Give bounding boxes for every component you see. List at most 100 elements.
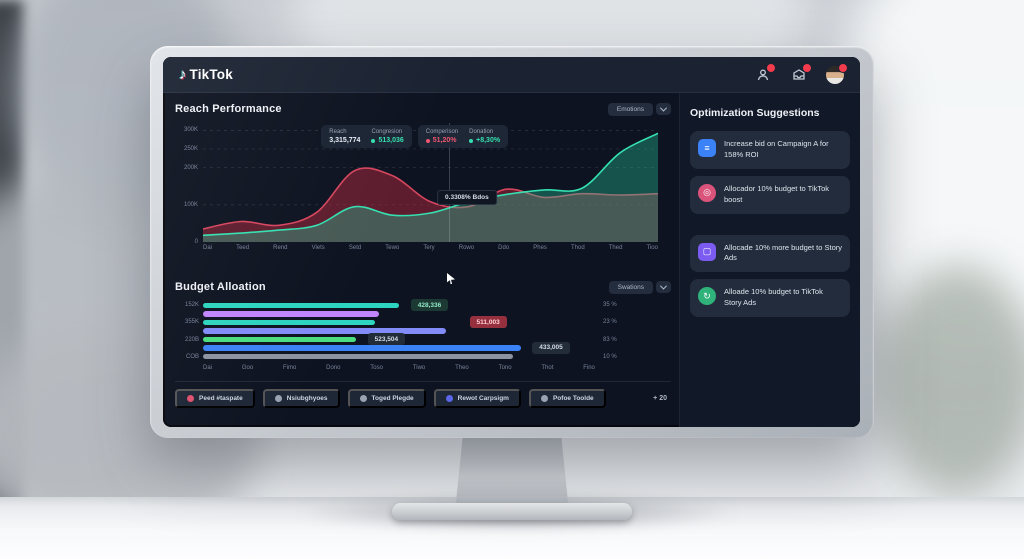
y-tick-label: 200K (183, 164, 198, 171)
x-tick-label: Dai (203, 245, 213, 251)
x-tick-label: Theo (455, 365, 469, 371)
badge-dot-icon (540, 395, 548, 402)
notification-badge (838, 62, 848, 73)
background-plant (878, 265, 1024, 495)
Comperison-area (203, 168, 658, 242)
legend-label: Congresion (371, 129, 403, 135)
x-tick-label: Tioo (646, 245, 658, 251)
top-navbar: ♪ TikTok (163, 57, 860, 93)
target-icon: ◎ (698, 183, 716, 202)
x-tick-label: Toso (370, 365, 383, 371)
suggestion-list: ≡ Increase bid on Campaign A for 158% ROI… (690, 131, 850, 317)
contacts-icon[interactable] (754, 62, 776, 84)
x-tick-label: Phes (533, 245, 547, 251)
x-tick-label: Ddo (498, 245, 510, 251)
y-tick-label: 0 (194, 239, 198, 245)
budget-bar[interactable] (203, 311, 380, 317)
budget-bar-row: 511,003 (203, 316, 595, 329)
navbar-actions (736, 62, 848, 84)
suggestion-card[interactable]: ≡ Increase bid on Campaign A for 158% ROI (690, 131, 850, 169)
y-tick-label: 100K (183, 201, 198, 208)
legend-cell: Donation +8,30% (469, 129, 500, 144)
filter-button[interactable]: Nsiubghyoes (262, 389, 340, 408)
legend-value-text: 51,20% (432, 137, 457, 144)
x-tick-label: Fino (583, 365, 595, 371)
hashtag-dot-icon (187, 395, 194, 402)
x-tick-label: Fimo (282, 365, 297, 371)
budget-bar[interactable] (203, 319, 376, 325)
budget-bars[interactable]: 428,336 511,003 523,504 433,005 (203, 299, 595, 361)
budget-right-label: 10 % (603, 353, 617, 360)
x-tick-label: Viets (311, 245, 325, 251)
budget-bar[interactable] (203, 336, 356, 342)
frame-icon: ▢ (698, 242, 716, 261)
legend-value: 3,315,774 (329, 137, 360, 144)
filter-button[interactable]: Rewot Carpsigm (433, 389, 521, 408)
suggestion-card[interactable]: ▢ Allocade 10% more budget to Story Ads (690, 234, 850, 273)
globe-dot-icon (274, 395, 282, 402)
budget-bar[interactable] (203, 328, 447, 334)
bar-value-badge: 433,005 (532, 341, 570, 354)
filter-button-label: Toged Plegde (371, 395, 414, 402)
budget-x-axis: Dai Goo Fimo Dono Toso Tiwo Theo Tono Thot Fino (203, 365, 595, 371)
reach-panel-title: Reach Performance (175, 103, 282, 115)
chart-tooltip: 0.3308% Bdos (437, 189, 497, 205)
x-tick-label: Tery (423, 245, 435, 251)
budget-right-label: 83 % (603, 336, 617, 343)
budget-bar-row: 433,005 (203, 341, 595, 354)
x-tick-label: Tono (498, 365, 512, 371)
legend-label: Donation (469, 129, 494, 135)
legend-dot-icon (469, 138, 474, 143)
legend-cell: Reach 3,315,774 (329, 129, 360, 144)
more-filters-button[interactable]: + 20 (653, 395, 667, 402)
legend-value: +8,30% (469, 137, 500, 144)
legend-value: 51,20% (425, 137, 458, 144)
filter-button[interactable]: Peed #taspate (175, 389, 255, 408)
reach-filter-pill[interactable]: Emotions (607, 102, 653, 116)
budget-bar[interactable] (203, 302, 399, 308)
x-tick-label: Dai (203, 365, 213, 371)
filter-button[interactable]: Toged Plegde (347, 389, 426, 408)
gear-dot-icon (359, 395, 367, 402)
suggestion-card[interactable]: ◎ Allocador 10% budget to TikTok boost (690, 175, 850, 214)
budget-filter-pill[interactable]: Swations (608, 280, 653, 294)
monitor-base (392, 503, 632, 520)
refresh-icon: ↻ (698, 287, 716, 306)
budget-bar-row (203, 327, 595, 336)
budget-left-label: 355K (184, 319, 199, 326)
bar-value-badge: 428,336 (410, 299, 449, 312)
inbox-icon[interactable] (790, 62, 812, 84)
budget-bar[interactable] (203, 345, 521, 351)
profile-avatar[interactable] (826, 62, 848, 84)
reach-plot[interactable]: Reach 3,315,774 Congresion 513,036 Comperiso… (203, 123, 658, 242)
filter-bar: Peed #taspate Nsiubghyoes Toged Plegde Rewo… (175, 381, 671, 408)
dashboard-screen: ♪ TikTok (163, 57, 860, 427)
suggestion-card[interactable]: ↻ Alloade 10% budget to TikTok Story Ads (690, 279, 850, 317)
y-tick-label: 300K (183, 127, 198, 134)
legend-value-text: 3,315,774 (329, 137, 361, 144)
chevron-down-icon[interactable] (656, 281, 671, 293)
list-icon: ≡ (698, 139, 716, 157)
budget-bar[interactable] (203, 353, 513, 359)
chevron-down-icon[interactable] (656, 103, 671, 115)
legend-label: Reach (329, 129, 347, 135)
budget-bar-row: 428,336 (203, 299, 595, 312)
suggestion-text: Allocador 10% budget to TikTok boost (724, 183, 830, 204)
budget-panel-title: Budget Alloation (175, 281, 266, 293)
suggestion-text: Increase bid on Campaign A for 158% ROI (724, 139, 829, 159)
mouse-cursor (447, 273, 455, 284)
tiktok-wordmark: TikTok (189, 67, 233, 82)
budget-filter-dropdown: Swations (608, 280, 671, 294)
budget-panel-header: Budget Alloation Swations (175, 277, 671, 297)
filter-button[interactable]: Pofoe Toolde (528, 389, 606, 408)
monitor-bezel: ♪ TikTok (150, 46, 874, 438)
Reach-line (203, 132, 658, 237)
legend-cell: Congresion 513,036 (371, 129, 404, 144)
budget-right-label: 35 % (603, 302, 617, 308)
filter-button-label: Rewot Carpsigm (457, 395, 509, 402)
budget-left-label: COB (185, 353, 199, 360)
filter-button-label: Pofoe Toolde (552, 395, 594, 402)
budget-left-label: 220B (184, 336, 199, 343)
x-tick-label: Setd (348, 245, 362, 251)
